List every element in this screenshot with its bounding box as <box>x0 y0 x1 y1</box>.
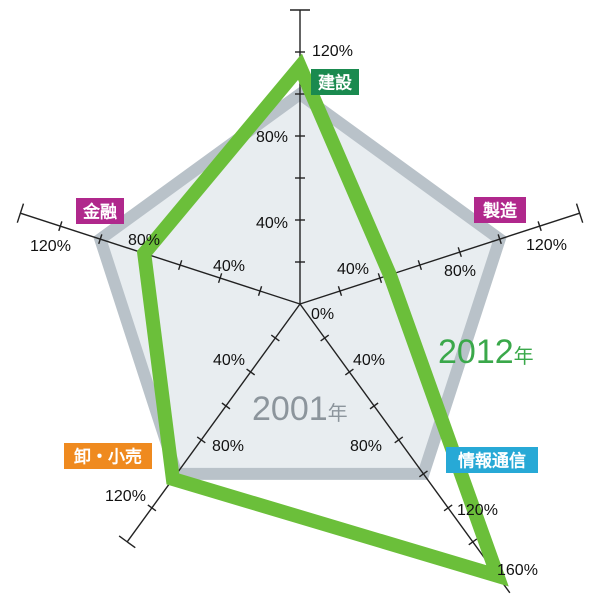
series-2012-polygon <box>136 53 509 587</box>
category-label-finance-bg <box>76 198 124 224</box>
category-label-manufacturing: 製造 <box>474 197 526 223</box>
category-label-infocomm-text: 情報通信 <box>458 451 526 471</box>
axis-tick-finance <box>177 260 183 271</box>
tick-construction-120: 120% <box>312 43 353 60</box>
axis-tick-manufacturing <box>497 234 502 245</box>
axis-tick-info_comm <box>344 368 354 376</box>
category-label-construction-text: 建設 <box>318 73 353 93</box>
category-label-manufacturing-bg <box>474 197 526 223</box>
axis-tick-manufacturing <box>575 203 584 223</box>
axis-tick-info_comm <box>443 504 453 512</box>
tick-manufacturing-120: 120% <box>526 237 567 254</box>
tick-finance-80: 80% <box>128 232 160 249</box>
legend-2001: 2001年 <box>252 390 348 428</box>
tick-wholesale-120: 120% <box>105 488 146 505</box>
tick-wholesale-40: 40% <box>213 352 245 369</box>
axis-tick-finance <box>217 273 223 284</box>
center-zero-label: 0% <box>311 306 334 323</box>
axis-tick-manufacturing <box>417 260 423 271</box>
axis-tick-finance <box>58 221 63 232</box>
axis-tick-info_comm <box>320 334 330 342</box>
axis-line-wholesale <box>126 303 301 543</box>
axis-tick-manufacturing <box>377 273 383 284</box>
axis-tick-finance <box>98 234 103 245</box>
axis-tick-manufacturing <box>537 221 542 232</box>
axis-tick-wholesale <box>118 535 136 549</box>
axis-tick-manufacturing <box>457 247 462 258</box>
axis-tick-wholesale <box>221 402 231 410</box>
axis-tick-wholesale <box>246 368 256 376</box>
tick-infocomm-40: 40% <box>353 352 385 369</box>
tick-manufacturing-80: 80% <box>444 263 476 280</box>
category-label-wholesale: 卸・小売 <box>64 443 152 469</box>
category-label-wholesale-text: 卸・小売 <box>74 447 142 467</box>
axis-tick-info_comm <box>468 538 478 546</box>
category-label-construction-bg <box>311 69 359 95</box>
radar-labels: 40% 80% 120% 40% 80% 120% 40% 80% 120% 160% 40% 80%… <box>30 43 567 579</box>
axis-tick-wholesale <box>196 436 206 444</box>
legend-2001-suffix: 年 <box>328 402 348 425</box>
axis-tick-manufacturing <box>337 286 343 296</box>
tick-infocomm-120: 120% <box>457 502 498 519</box>
category-label-finance: 金融 <box>76 198 124 224</box>
legend-2012: 2012年 <box>438 333 534 371</box>
axis-line-finance <box>20 212 301 305</box>
category-label-wholesale-bg <box>64 443 152 469</box>
category-label-infocomm-bg <box>446 447 538 473</box>
category-label-finance-text: 金融 <box>82 202 117 222</box>
axis-tick-info_comm <box>418 470 428 478</box>
tick-finance-120: 120% <box>30 238 71 255</box>
legend-2001-year: 2001 <box>252 390 328 428</box>
tick-construction-80: 80% <box>256 129 288 146</box>
category-label-manufacturing-text: 製造 <box>482 201 518 221</box>
category-label-construction: 建設 <box>311 69 359 95</box>
radar-axes <box>16 9 584 594</box>
legend-2012-suffix: 年 <box>514 345 534 368</box>
legend-2012-year: 2012 <box>438 333 514 371</box>
category-label-infocomm: 情報通信 <box>446 447 538 473</box>
axis-line-manufacturing <box>299 212 580 305</box>
axis-tick-wholesale <box>270 334 280 342</box>
series-2012-line <box>136 53 509 587</box>
axis-tick-finance <box>257 286 263 296</box>
tick-construction-40: 40% <box>256 215 288 232</box>
axis-tick-finance <box>16 203 25 223</box>
tick-infocomm-160: 160% <box>497 562 538 579</box>
tick-infocomm-80: 80% <box>350 438 382 455</box>
axis-tick-info_comm <box>394 436 404 444</box>
tick-finance-40: 40% <box>213 258 245 275</box>
tick-wholesale-80: 80% <box>212 438 244 455</box>
axis-line-info_comm <box>299 303 511 594</box>
axis-tick-info_comm <box>369 402 379 410</box>
axis-tick-wholesale <box>147 504 157 512</box>
tick-manufacturing-40: 40% <box>337 261 369 278</box>
